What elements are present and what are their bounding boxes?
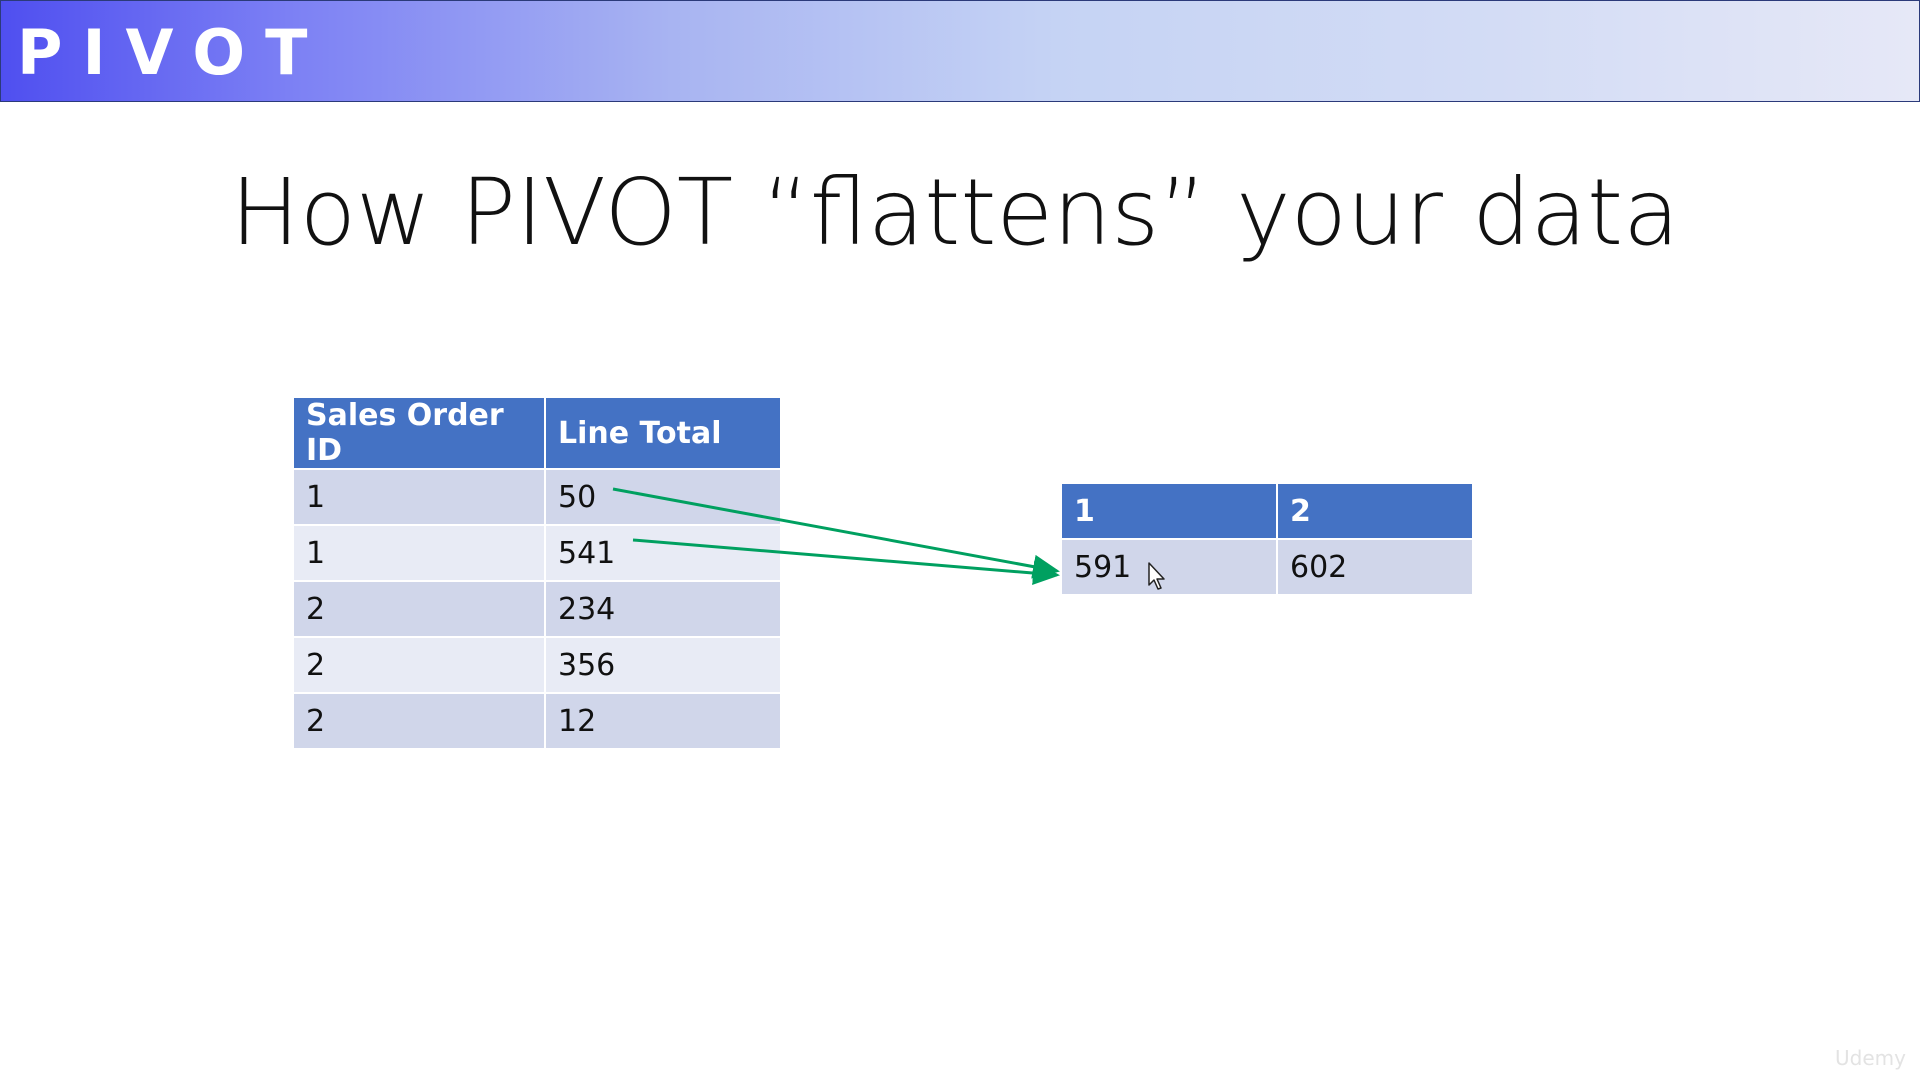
mouse-cursor-icon [1148,562,1165,590]
column-header-order-2: 2 [1276,482,1474,540]
line-total-cell: 50 [544,468,782,526]
sales-order-id-cell: 1 [292,468,546,526]
banner-title: PIVOT [17,16,328,89]
sales-order-id-cell: 1 [292,524,546,582]
table-row: 1 541 [292,524,782,582]
line-total-cell: 356 [544,636,782,694]
sales-order-id-cell: 2 [292,636,546,694]
result-table: 1 2 591 602 [1060,482,1474,596]
table-row: 1 50 [292,468,782,526]
table-header-row: Sales Order ID Line Total [292,396,782,470]
table-row: 2 12 [292,692,782,750]
table-row: 2 234 [292,580,782,638]
source-table: Sales Order ID Line Total 1 50 1 541 2 2… [292,396,782,750]
header-banner: PIVOT [0,0,1920,102]
udemy-watermark: Udemy [1835,1046,1906,1070]
sales-order-id-cell: 2 [292,580,546,638]
line-total-cell: 541 [544,524,782,582]
column-header-sales-order-id: Sales Order ID [292,396,546,470]
column-header-line-total: Line Total [544,396,782,470]
line-total-cell: 234 [544,580,782,638]
column-header-order-1: 1 [1060,482,1278,540]
table-row: 591 602 [1060,538,1474,596]
sales-order-id-cell: 2 [292,692,546,750]
table-row: 2 356 [292,636,782,694]
line-total-cell: 12 [544,692,782,750]
order-1-total-cell: 591 [1060,538,1278,596]
order-2-total-cell: 602 [1276,538,1474,596]
slide-title: How PIVOT “flattens” your data [230,159,1680,266]
table-header-row: 1 2 [1060,482,1474,540]
